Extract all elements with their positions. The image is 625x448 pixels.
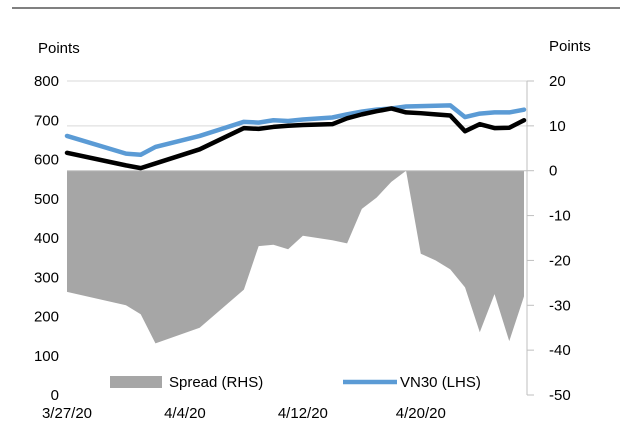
right-tick-label: 10 — [549, 118, 566, 135]
x-tick-label: 4/20/20 — [396, 405, 446, 422]
left-axis-label: Points — [38, 40, 80, 57]
left-tick-label: 400 — [34, 230, 59, 247]
spread-area — [67, 170, 524, 344]
right-tick-label: -30 — [549, 297, 571, 314]
left-tick-label: 500 — [34, 191, 59, 208]
left-tick-label: 300 — [34, 269, 59, 286]
left-tick-label: 0 — [51, 387, 59, 404]
index-line — [64, 106, 527, 171]
right-tick-label: 20 — [549, 73, 566, 90]
left-tick-label: 200 — [34, 309, 59, 326]
left-tick-label: 100 — [34, 348, 59, 365]
x-tick-label: 4/12/20 — [278, 405, 328, 422]
left-tick-label: 800 — [34, 73, 59, 90]
x-tick-label: 3/27/20 — [42, 405, 92, 422]
right-tick-label: 0 — [549, 163, 557, 180]
right-axis-label: Points — [549, 38, 591, 55]
left-tick-label: 700 — [34, 112, 59, 129]
right-tick-label: -10 — [549, 208, 571, 225]
legend-label-spread: Spread (RHS) — [169, 374, 263, 391]
x-tick-label: 4/4/20 — [164, 405, 206, 422]
legend-swatch-spread — [110, 376, 162, 388]
right-tick-label: -50 — [549, 387, 571, 404]
legend-label-vn30: VN30 (LHS) — [400, 374, 481, 391]
right-tick-label: -40 — [549, 342, 571, 359]
left-tick-label: 600 — [34, 152, 59, 169]
vn30-line — [64, 103, 527, 158]
legend: Spread (RHS) VN30 (LHS) — [110, 374, 481, 391]
right-tick-label: -20 — [549, 252, 571, 269]
